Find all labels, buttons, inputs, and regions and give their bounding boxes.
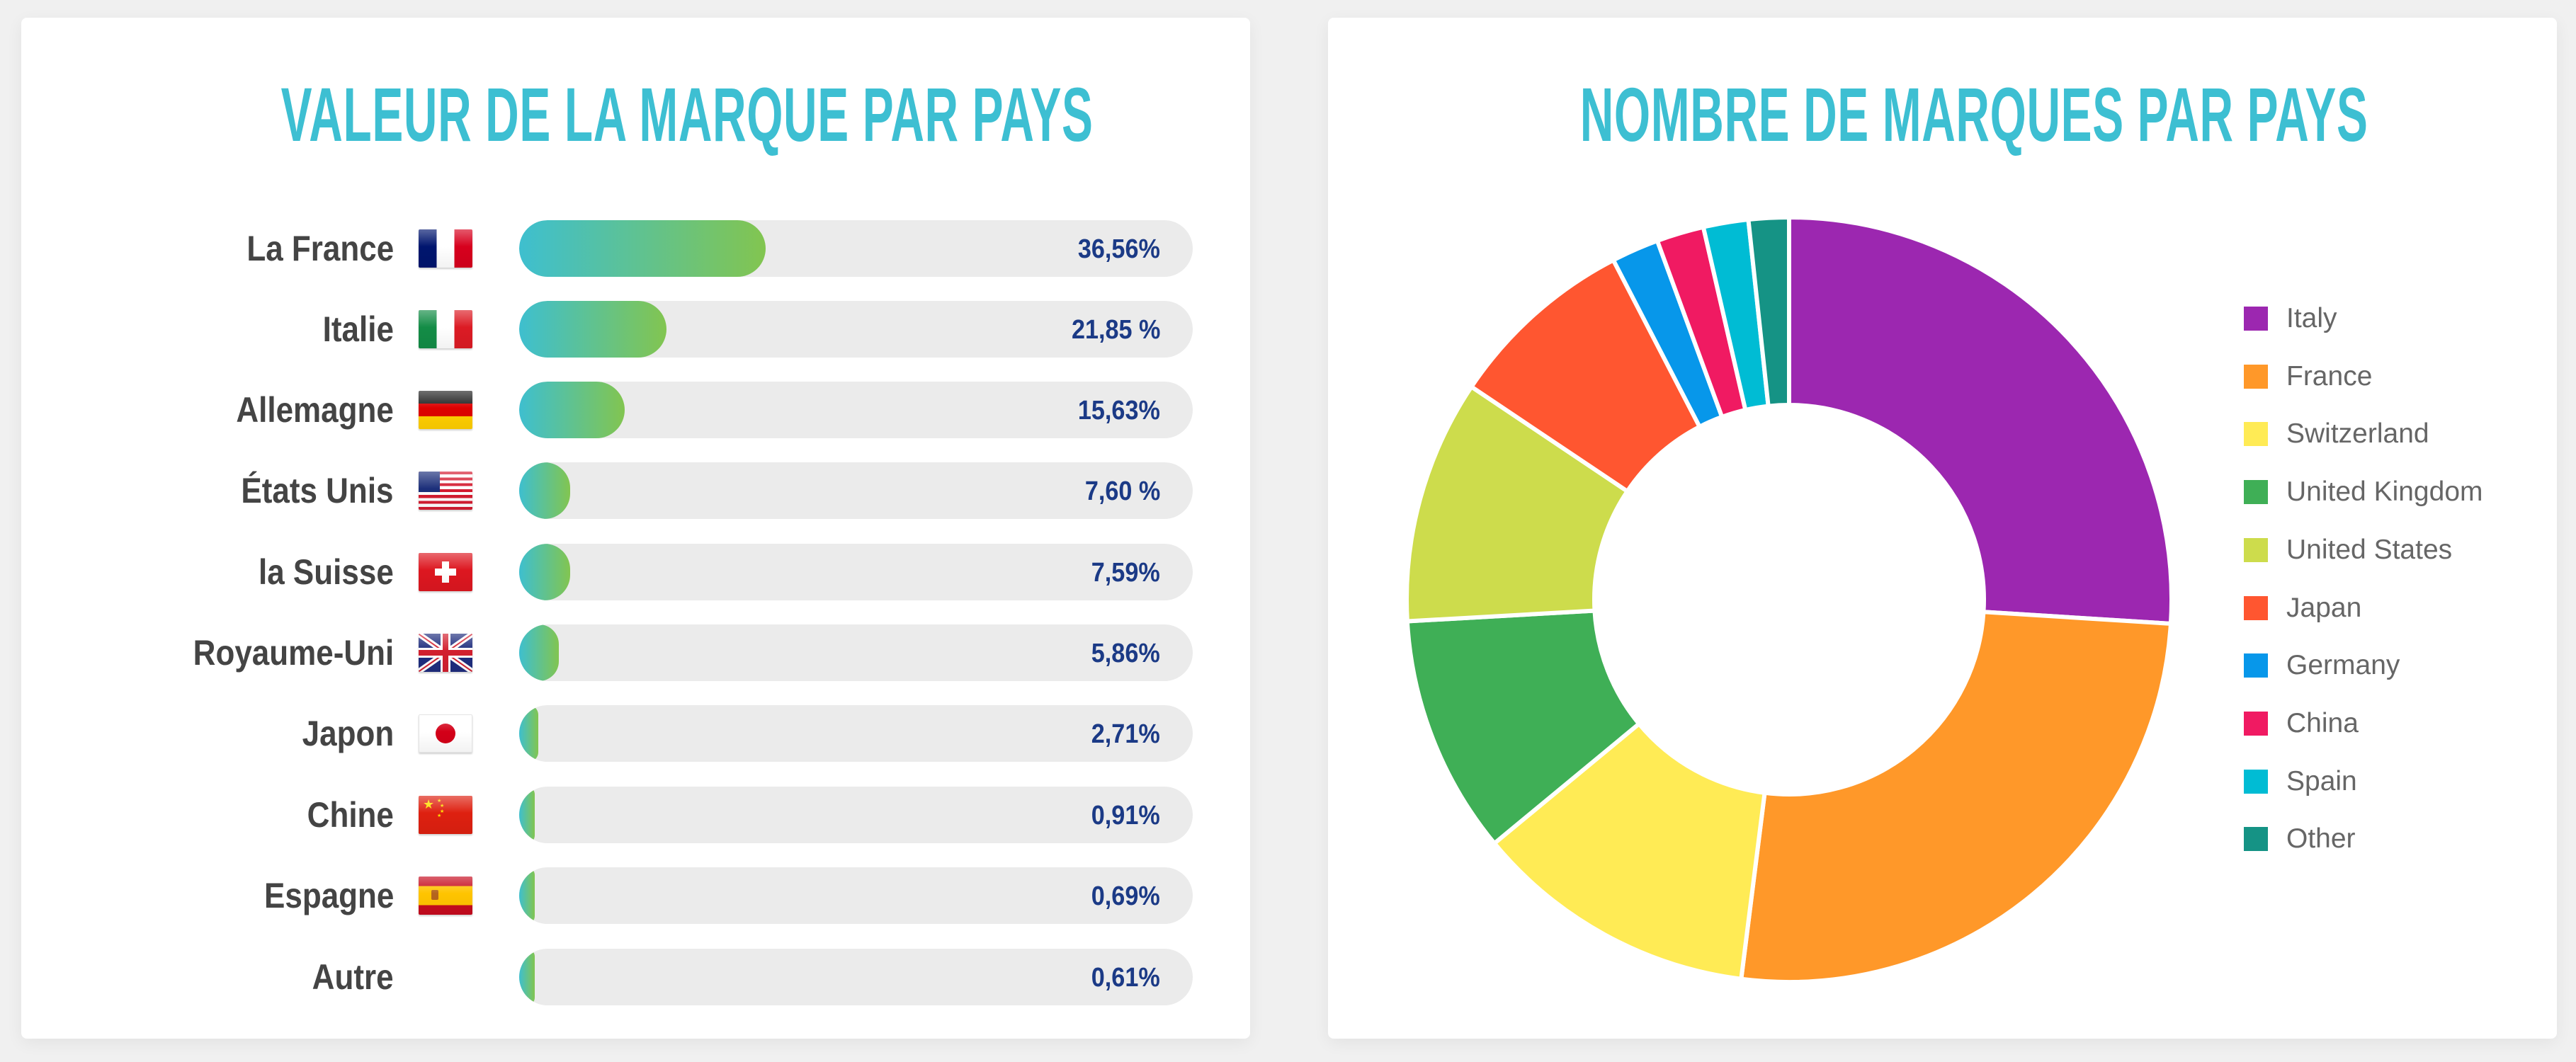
bar-row: la Suisse 7,59% — [21, 544, 1250, 600]
bar-fill — [519, 462, 570, 519]
bar-track: 36,56% — [519, 220, 1193, 277]
bar-track: 0,61% — [519, 949, 1193, 1005]
legend-swatch-icon — [2244, 711, 2268, 736]
brand-count-donut-chart — [1405, 215, 2174, 984]
legend-label: Germany — [2286, 650, 2400, 681]
legend-label: Other — [2286, 823, 2356, 855]
bar-track: 2,71% — [519, 705, 1193, 762]
bar-fill — [519, 867, 535, 924]
legend-swatch-icon — [2244, 595, 2268, 620]
bar-row: La France 36,56% — [21, 220, 1250, 277]
percent-value: 7,59% — [1091, 558, 1160, 588]
brand-value-title-text: VALEUR DE LA MARQUE PAR PAYS — [280, 72, 1094, 157]
brand-count-card: NOMBRE DE MARQUES PAR PAYS Italy France Sw… — [1328, 18, 2557, 1039]
country-label: Chine — [307, 795, 394, 835]
country-label: Italie — [322, 309, 394, 349]
switzerland-flag-icon — [419, 553, 472, 591]
country-label: Royaume-Uni — [193, 633, 394, 673]
bar-row: États Unis 7,60 % — [21, 462, 1250, 519]
germany-flag-icon — [419, 391, 472, 429]
legend-swatch-icon — [2244, 827, 2268, 852]
bar-row: Autre 0,61% — [21, 949, 1250, 1005]
country-label: la Suisse — [259, 552, 394, 592]
china-flag-icon: ★ ★ ★ ★ ★ — [419, 796, 472, 834]
legend-label: China — [2286, 707, 2359, 738]
bar-track: 7,60 % — [519, 462, 1193, 519]
percent-value: 0,61% — [1091, 963, 1160, 993]
bar-row: Japon 2,71% — [21, 705, 1250, 762]
bar-fill — [519, 220, 766, 277]
legend-swatch-icon — [2244, 480, 2268, 505]
brand-count-title: NOMBRE DE MARQUES PAR PAYS — [1328, 76, 2557, 154]
italy-flag-icon — [419, 310, 472, 348]
bar-fill — [519, 544, 570, 600]
percent-value: 36,56% — [1077, 234, 1160, 264]
bar-row: Italie 21,85 % — [21, 301, 1250, 358]
bar-track: 21,85 % — [519, 301, 1193, 358]
donut-slice-france[interactable] — [1738, 610, 2174, 984]
bar-track: 0,69% — [519, 867, 1193, 924]
bar-fill — [519, 949, 535, 1005]
united-kingdom-flag-icon — [419, 634, 472, 672]
legend-label: Spain — [2286, 765, 2357, 796]
spain-flag-icon — [419, 877, 472, 915]
legend-swatch-icon — [2244, 307, 2268, 331]
legend-swatch-icon — [2244, 422, 2268, 447]
legend-swatch-icon — [2244, 537, 2268, 562]
percent-value: 2,71% — [1091, 719, 1160, 749]
country-label: La France — [246, 229, 394, 268]
bar-row: Royaume-Uni 5,86% — [21, 624, 1250, 681]
brand-value-title: VALEUR DE LA MARQUE PAR PAYS — [21, 76, 1250, 154]
bar-fill — [519, 787, 535, 843]
legend-swatch-icon — [2244, 653, 2268, 678]
legend-label: United Kingdom — [2286, 476, 2483, 508]
bar-track: 7,59% — [519, 544, 1193, 600]
brand-value-card: VALEUR DE LA MARQUE PAR PAYS La France 36… — [21, 18, 1250, 1039]
legend-label: United States — [2286, 534, 2453, 565]
donut-slice-italy[interactable] — [1787, 215, 2174, 627]
country-label: Japon — [302, 714, 394, 753]
bar-row: Allemagne 15,63% — [21, 382, 1250, 438]
bar-row: Espagne 0,69% — [21, 867, 1250, 924]
legend-label: Japan — [2286, 592, 2362, 623]
country-label: Espagne — [263, 876, 394, 915]
bar-fill — [519, 705, 538, 762]
donut-slice-united-kingdom[interactable] — [1405, 608, 1642, 847]
percent-value: 21,85 % — [1071, 315, 1160, 345]
bar-fill — [519, 624, 559, 681]
legend-swatch-icon — [2244, 364, 2268, 389]
country-label: Autre — [312, 957, 394, 997]
bar-row: Chine ★ ★ ★ ★ ★ 0,91% — [21, 787, 1250, 843]
country-label: Allemagne — [236, 390, 394, 430]
percent-value: 7,60 % — [1084, 476, 1160, 506]
bar-fill — [519, 382, 625, 438]
brand-count-title-text: NOMBRE DE MARQUES PAR PAYS — [1579, 72, 2368, 157]
france-flag-icon — [419, 229, 472, 268]
percent-value: 0,91% — [1091, 801, 1160, 830]
donut-slice-other[interactable] — [1746, 215, 1791, 409]
legend-label: France — [2286, 360, 2373, 392]
percent-value: 0,69% — [1091, 881, 1160, 911]
percent-value: 15,63% — [1077, 396, 1160, 426]
japan-flag-icon — [419, 714, 472, 753]
donut-slice-united-states[interactable] — [1405, 384, 1630, 624]
country-label: États Unis — [241, 471, 394, 510]
bar-track: 0,91% — [519, 787, 1193, 843]
legend-label: Italy — [2286, 303, 2337, 333]
legend-label: Switzerland — [2286, 418, 2429, 450]
united-states-flag-icon — [419, 472, 472, 510]
legend-swatch-icon — [2244, 769, 2268, 794]
bar-track: 15,63% — [519, 382, 1193, 438]
bar-track: 5,86% — [519, 624, 1193, 681]
percent-value: 5,86% — [1091, 639, 1160, 668]
bar-fill — [519, 301, 666, 358]
